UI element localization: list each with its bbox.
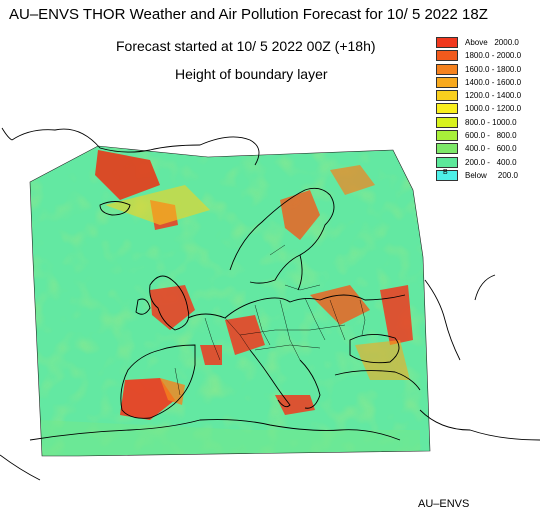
- legend-label: 1000.0 - 1200.0: [465, 104, 522, 114]
- legend-swatch: [436, 130, 458, 142]
- legend-swatch: [436, 116, 458, 128]
- legend-swatch: [436, 76, 458, 88]
- legend-row: Above 2000.0: [436, 36, 546, 49]
- legend-swatch: [436, 37, 458, 48]
- legend-row: 400.0 - 600.0: [436, 142, 546, 155]
- legend-label: 1600.0 - 1800.0: [465, 64, 522, 74]
- legend-row: 600.0 - 800.0: [436, 129, 546, 142]
- legend-label: 1800.0 - 2000.0: [465, 51, 522, 61]
- legend-label: 800.0 - 1000.0: [465, 117, 517, 127]
- legend-label: 1400.0 - 1600.0: [465, 77, 522, 87]
- legend-row: 800.0 - 1000.0: [436, 116, 546, 129]
- legend-label: Below 200.0: [465, 170, 518, 180]
- coastlines: [0, 127, 541, 481]
- legend-swatch: [436, 50, 458, 62]
- legend-swatch: B: [436, 168, 458, 181]
- map-title: AU–ENVS THOR Weather and Air Pollution F…: [9, 6, 488, 23]
- legend-row: B Below 200.0: [436, 169, 546, 182]
- legend-row: 1600.0 - 1800.0: [436, 63, 546, 76]
- legend-row: 200.0 - 400.0: [436, 156, 546, 169]
- country-borders: [174, 244, 366, 396]
- legend-label: 600.0 - 800.0: [465, 131, 517, 141]
- legend-row: 1000.0 - 1200.0: [436, 102, 546, 115]
- legend-swatch: [436, 63, 458, 75]
- legend-swatch: [436, 143, 458, 155]
- legend: Above 2000.0 1800.0 - 2000.0 1600.0 - 1800…: [436, 36, 546, 182]
- legend-swatch: [436, 90, 458, 102]
- legend-swatch-marker: B: [443, 168, 448, 176]
- legend-row: 1800.0 - 2000.0: [436, 49, 546, 62]
- legend-label: 400.0 - 600.0: [465, 144, 517, 154]
- variable-label: Height of boundary layer: [175, 66, 328, 82]
- domain-outline: [29, 145, 431, 457]
- footer-label: AU–ENVS: [418, 498, 470, 510]
- legend-label: Above 2000.0: [465, 38, 519, 47]
- legend-swatch: [436, 156, 458, 168]
- legend-swatch: [436, 103, 458, 115]
- forecast-started-label: Forecast started at 10/ 5 2022 00Z (+18h…: [116, 38, 376, 54]
- legend-row: 1200.0 - 1400.0: [436, 89, 546, 102]
- legend-row: 1400.0 - 1600.0: [436, 76, 546, 89]
- legend-label: 200.0 - 400.0: [465, 157, 517, 167]
- legend-label: 1200.0 - 1400.0: [465, 91, 522, 101]
